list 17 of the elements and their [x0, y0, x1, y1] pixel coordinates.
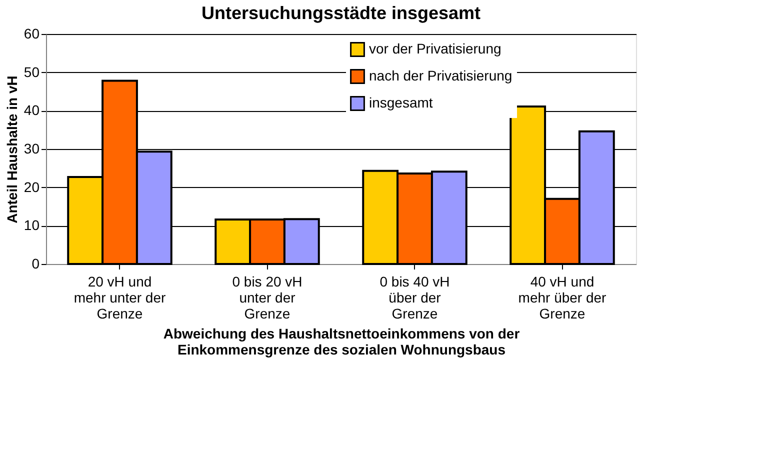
y-tick-label: 0: [32, 256, 40, 272]
legend-label: nach der Privatisierung: [369, 68, 512, 84]
legend-label: insgesamt: [369, 94, 433, 110]
y-tick-label: 60: [24, 26, 40, 42]
y-tick-label: 20: [24, 178, 40, 195]
y-axis-title: Anteil Haushalte in vH: [4, 76, 20, 224]
chart-title: Untersuchungsstädte insgesamt: [201, 3, 481, 23]
legend-label: vor der Privatisierung: [369, 40, 502, 56]
x-tick-label: 40 vH und mehr über der Grenze: [518, 274, 607, 322]
x-tick-label: 0 bis 40 vH über der Grenze: [380, 274, 450, 322]
x-axis-title: Abweichung des Haushaltsnettoeinkommens von der Einkommensgrenze des sozialen Wohnungsbaus: [163, 326, 520, 358]
y-tick-label: 50: [24, 64, 40, 80]
y-tick-label: 10: [24, 217, 40, 234]
y-tick-label: 40: [24, 102, 40, 118]
x-tick-label: 20 vH und mehr unter der Grenze: [74, 274, 166, 322]
x-tick-label: 0 bis 20 vH unter der Grenze: [232, 274, 302, 322]
y-tick-label: 30: [24, 140, 40, 156]
